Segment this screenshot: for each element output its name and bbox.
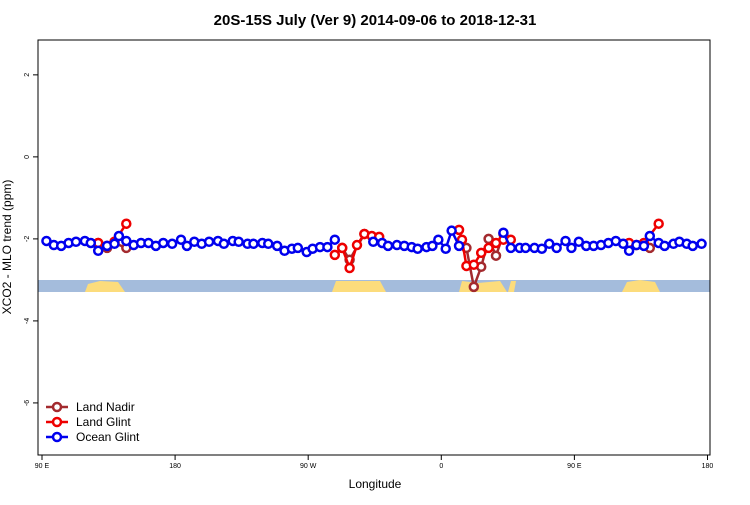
land-patch: [622, 280, 660, 292]
point: [520, 242, 531, 254]
point: [368, 236, 379, 248]
point: [483, 242, 494, 254]
point: [233, 236, 244, 248]
y-tick-label: -4: [24, 318, 31, 324]
point: [41, 235, 52, 247]
y-tick-label: -2: [24, 236, 31, 242]
x-tick-label: 180: [702, 463, 714, 470]
point: [263, 238, 274, 250]
legend-label: Ocean Glint: [76, 430, 140, 444]
legend-marker: [51, 431, 63, 443]
point: [166, 238, 178, 250]
point: [573, 236, 585, 248]
point: [85, 237, 97, 249]
y-tick-label: -6: [24, 400, 31, 406]
chart-title: 20S-15S July (Ver 9) 2014-09-06 to 2018-…: [214, 12, 537, 29]
land-patch: [85, 281, 125, 292]
y-axis-label: XCO2 - MLO trend (ppm): [0, 180, 14, 315]
point: [412, 243, 423, 254]
point: [468, 281, 480, 293]
point: [70, 236, 82, 248]
point: [475, 247, 487, 259]
point: [453, 240, 465, 252]
x-tick-label: 180: [169, 463, 181, 470]
point: [158, 237, 169, 249]
land-patch: [459, 281, 507, 292]
point: [551, 242, 562, 254]
legend-label: Land Glint: [76, 415, 131, 429]
point: [203, 236, 215, 248]
point: [536, 243, 548, 254]
x-axis-label: Longitude: [349, 477, 402, 491]
surface-mask: [38, 280, 710, 292]
point: [92, 245, 104, 257]
x-tick-label: 0: [439, 463, 443, 470]
point: [175, 234, 187, 245]
land-patch: [332, 281, 386, 292]
x-tick-label: 90 E: [567, 463, 582, 470]
point: [322, 241, 333, 253]
point: [109, 238, 120, 250]
legend-marker: [51, 416, 63, 428]
point: [543, 238, 555, 250]
point: [292, 242, 304, 254]
point: [344, 262, 355, 274]
point: [696, 238, 707, 250]
point: [505, 242, 517, 254]
point: [560, 235, 571, 247]
point: [382, 240, 394, 252]
point: [121, 218, 132, 229]
x-tick-label: 90 E: [35, 463, 50, 470]
point: [113, 230, 125, 242]
point: [440, 243, 451, 254]
point: [446, 225, 457, 236]
point: [433, 234, 444, 245]
point: [121, 235, 132, 247]
point: [271, 240, 283, 252]
legend-marker: [51, 401, 63, 413]
land-patch: [508, 281, 516, 292]
point: [490, 250, 502, 261]
point: [427, 240, 438, 252]
point: [566, 242, 577, 254]
point: [468, 259, 480, 270]
point: [248, 238, 259, 250]
point: [181, 240, 193, 252]
y-tick-label: 0: [24, 155, 31, 159]
point: [617, 238, 629, 250]
y-tick-label: 2: [24, 73, 31, 77]
point: [218, 238, 230, 250]
point: [638, 240, 650, 252]
point: [653, 218, 664, 229]
point: [336, 242, 348, 254]
x-tick-label: 90 W: [300, 463, 317, 470]
point: [329, 249, 341, 261]
point: [687, 240, 698, 252]
point: [623, 245, 635, 257]
point: [498, 227, 509, 238]
point: [329, 234, 341, 245]
legend-label: Land Nadir: [76, 400, 135, 414]
point: [659, 240, 670, 252]
plot-frame: [37, 39, 711, 456]
point: [644, 230, 656, 242]
point: [351, 239, 363, 251]
